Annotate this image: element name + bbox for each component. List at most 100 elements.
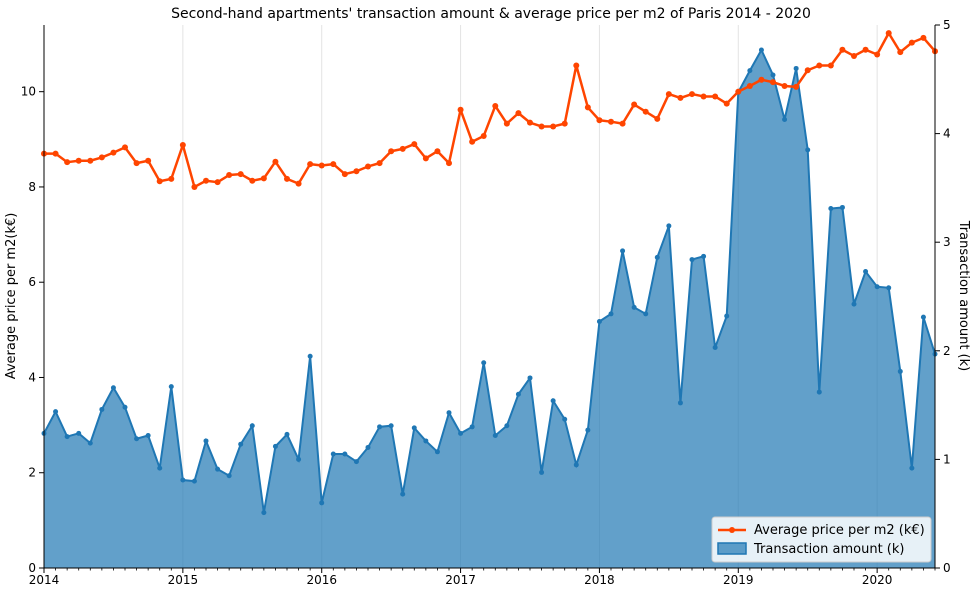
- x-tick-label-2016: 2016: [306, 573, 337, 587]
- price-point-2014-05: [87, 157, 94, 164]
- price-point-2017-03: [480, 132, 487, 139]
- transaction-point-2017-03: [481, 360, 487, 366]
- y-right-tick-label-4: 4: [943, 127, 951, 141]
- price-point-2015-06: [237, 171, 244, 178]
- price-point-2016-05: [365, 163, 371, 170]
- y-left-tick-label-2: 2: [28, 466, 36, 480]
- transaction-point-2014-11: [157, 465, 163, 471]
- transaction-point-2019-11: [851, 301, 857, 307]
- price-point-2018-11: [712, 93, 719, 100]
- transaction-point-2017-02: [469, 424, 475, 430]
- x-tick-label-2017: 2017: [445, 573, 476, 587]
- price-point-2014-04: [75, 157, 82, 164]
- chart-title: Second-hand apartments' transaction amou…: [171, 6, 811, 22]
- price-point-2019-09: [827, 62, 834, 69]
- transaction-point-2017-10: [562, 416, 568, 422]
- transaction-point-2016-08: [400, 491, 406, 497]
- price-point-2016-11: [434, 148, 441, 155]
- price-point-2014-12: [168, 175, 175, 182]
- price-point-2019-04: [770, 79, 776, 86]
- transaction-point-2020-05: [920, 314, 926, 320]
- x-tick-label-2014: 2014: [29, 573, 60, 587]
- price-point-2020-04: [908, 39, 915, 46]
- transaction-point-2018-11: [712, 345, 718, 351]
- price-point-2018-01: [596, 117, 603, 124]
- y-right-tick-label-3: 3: [943, 235, 951, 249]
- price-point-2015-08: [260, 175, 267, 182]
- price-point-2017-07: [527, 119, 533, 126]
- price-point-2018-12: [723, 100, 730, 107]
- transaction-point-2014-12: [168, 384, 174, 390]
- price-point-2015-02: [191, 183, 198, 190]
- transaction-point-2018-04: [631, 304, 637, 310]
- transaction-point-2017-05: [504, 423, 510, 429]
- price-point-2015-05: [226, 172, 233, 179]
- transaction-point-2018-08: [677, 400, 683, 406]
- y-right-tick-label-2: 2: [943, 344, 951, 358]
- legend-transaction-label: Transaction amount (k): [753, 542, 904, 557]
- transaction-point-2018-09: [689, 257, 695, 263]
- y-left-tick-label-10: 10: [21, 85, 36, 99]
- transaction-point-2019-04: [770, 72, 776, 78]
- transaction-point-2016-02: [330, 451, 336, 457]
- transaction-point-2017-06: [515, 391, 521, 397]
- transaction-point-2019-08: [816, 389, 822, 395]
- price-point-2019-10: [839, 46, 846, 53]
- transaction-point-2015-04: [215, 466, 221, 472]
- price-point-2019-05: [781, 82, 788, 89]
- transaction-point-2018-01: [596, 318, 602, 324]
- price-point-2014-11: [156, 178, 163, 185]
- price-point-2018-08: [677, 94, 684, 101]
- price-point-2017-04: [492, 102, 499, 109]
- legend: Average price per m2 (k€) Transaction am…: [711, 516, 932, 563]
- price-point-2015-03: [203, 177, 209, 184]
- price-point-2019-08: [816, 62, 823, 69]
- transaction-point-2020-02: [886, 285, 892, 291]
- y-left-tick-label-0: 0: [28, 561, 36, 575]
- legend-box: [711, 516, 932, 563]
- price-point-2017-09: [550, 123, 557, 130]
- price-line-layer: [41, 30, 938, 190]
- transaction-point-2015-08: [261, 510, 267, 516]
- price-point-2017-11: [573, 62, 580, 69]
- transaction-point-2017-08: [539, 469, 545, 475]
- price-point-2016-06: [376, 160, 383, 167]
- transaction-area: [41, 47, 938, 569]
- price-point-2016-08: [399, 145, 406, 152]
- y-right-tick-label-1: 1: [943, 452, 951, 466]
- transaction-point-2015-11: [296, 456, 302, 462]
- price-point-2019-03: [758, 76, 765, 83]
- transaction-point-2015-01: [180, 477, 186, 483]
- price-point-2016-07: [388, 148, 395, 155]
- transaction-point-2020-04: [909, 465, 915, 471]
- y-left-tick-label-6: 6: [28, 275, 36, 289]
- transaction-point-2015-05: [226, 473, 232, 479]
- price-point-2020-05: [920, 34, 927, 41]
- transaction-point-2014-10: [145, 433, 151, 439]
- price-point-2016-04: [353, 168, 360, 175]
- y-axis-right-label: Transaction amount (k): [956, 220, 971, 371]
- transaction-point-2017-07: [527, 375, 533, 381]
- price-point-2014-07: [110, 149, 117, 156]
- price-point-2018-06: [654, 115, 661, 122]
- transaction-point-2014-04: [76, 430, 82, 436]
- transaction-point-2017-01: [458, 430, 464, 436]
- price-point-2020-03: [897, 49, 904, 56]
- transaction-point-2015-02: [191, 478, 197, 484]
- transaction-point-2019-05: [782, 116, 788, 122]
- y-right-tick-label-5: 5: [943, 18, 951, 32]
- price-point-2017-05: [503, 120, 510, 127]
- price-point-2015-07: [249, 177, 256, 184]
- transaction-point-2014-03: [64, 434, 70, 440]
- y-left-tick-label-4: 4: [28, 370, 36, 384]
- price-point-2018-07: [665, 91, 672, 98]
- transaction-point-2019-03: [758, 47, 764, 53]
- price-point-2016-12: [446, 160, 452, 167]
- price-point-2017-06: [515, 110, 522, 117]
- price-point-2016-03: [341, 171, 348, 178]
- y-right-tick-label-0: 0: [943, 561, 951, 575]
- axes: 2014 2015 2016 2017 2018 2019 2020 0 2 4 6 8 10 0 1 2 3 4…: [21, 18, 951, 587]
- price-point-2016-09: [411, 141, 418, 148]
- price-point-2015-10: [284, 175, 290, 182]
